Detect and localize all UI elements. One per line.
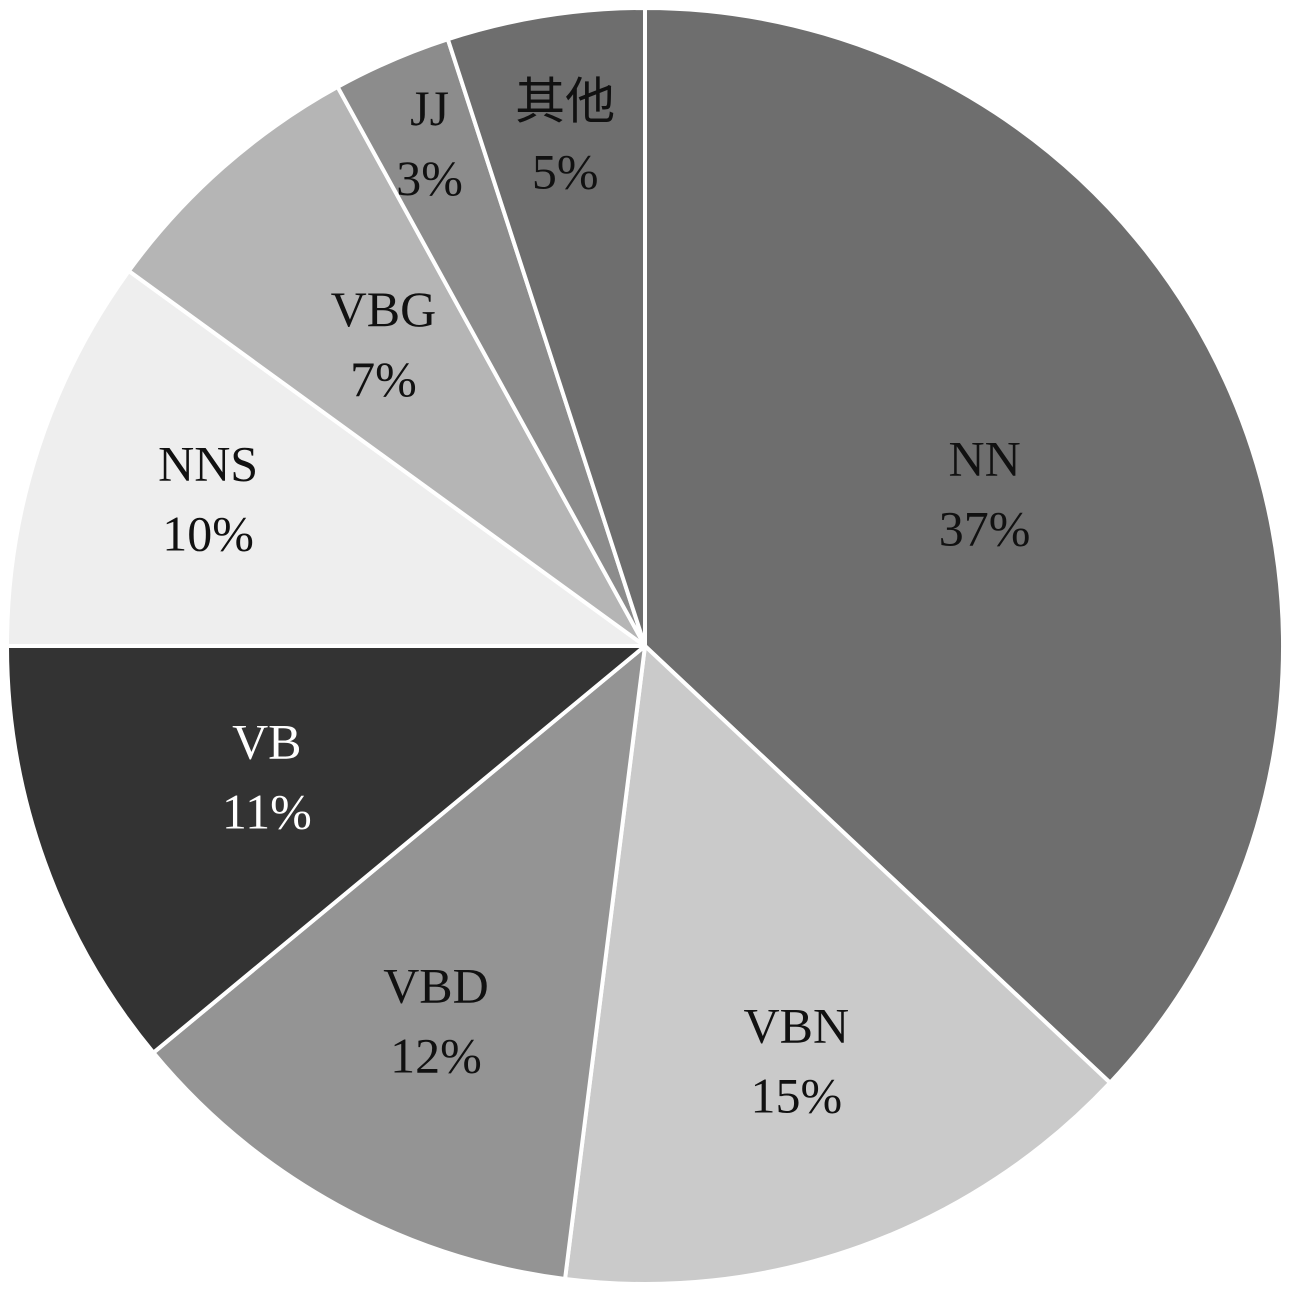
slice-percent-3: 11%	[222, 784, 312, 840]
pie-slice-2	[151, 644, 647, 1281]
slices-layer	[5, 6, 1285, 1286]
pie-slice-7	[445, 6, 647, 648]
slice-label-5: VBG	[331, 281, 437, 337]
slice-percent-5: 7%	[350, 351, 417, 407]
slice-label-2: VBD	[383, 958, 489, 1014]
slice-label-4: NNS	[158, 436, 258, 492]
slice-percent-0: 37%	[939, 501, 1031, 557]
pie-slice-3	[5, 644, 647, 1055]
pie-slice-4	[5, 268, 647, 648]
slice-label-6: JJ	[410, 80, 449, 136]
slice-label-0: NN	[948, 431, 1020, 487]
labels-layer: NN 37% VBN 15% VBD 12% VB 11% NNS 10% VBG 7% JJ 3% 其他 5…	[158, 73, 1030, 1123]
slice-percent-1: 15%	[750, 1068, 842, 1124]
slice-label-3: VB	[232, 714, 301, 770]
slice-label-7: 其他	[515, 73, 615, 129]
pie-slice-5	[126, 84, 647, 648]
pie-slice-1	[563, 644, 1113, 1286]
slice-percent-4: 10%	[162, 506, 254, 562]
pie-slice-0	[643, 6, 1285, 1085]
slice-label-1: VBN	[743, 998, 849, 1054]
slice-percent-2: 12%	[390, 1028, 482, 1084]
slice-percent-7: 5%	[532, 143, 599, 199]
slice-percent-6: 3%	[396, 150, 463, 206]
